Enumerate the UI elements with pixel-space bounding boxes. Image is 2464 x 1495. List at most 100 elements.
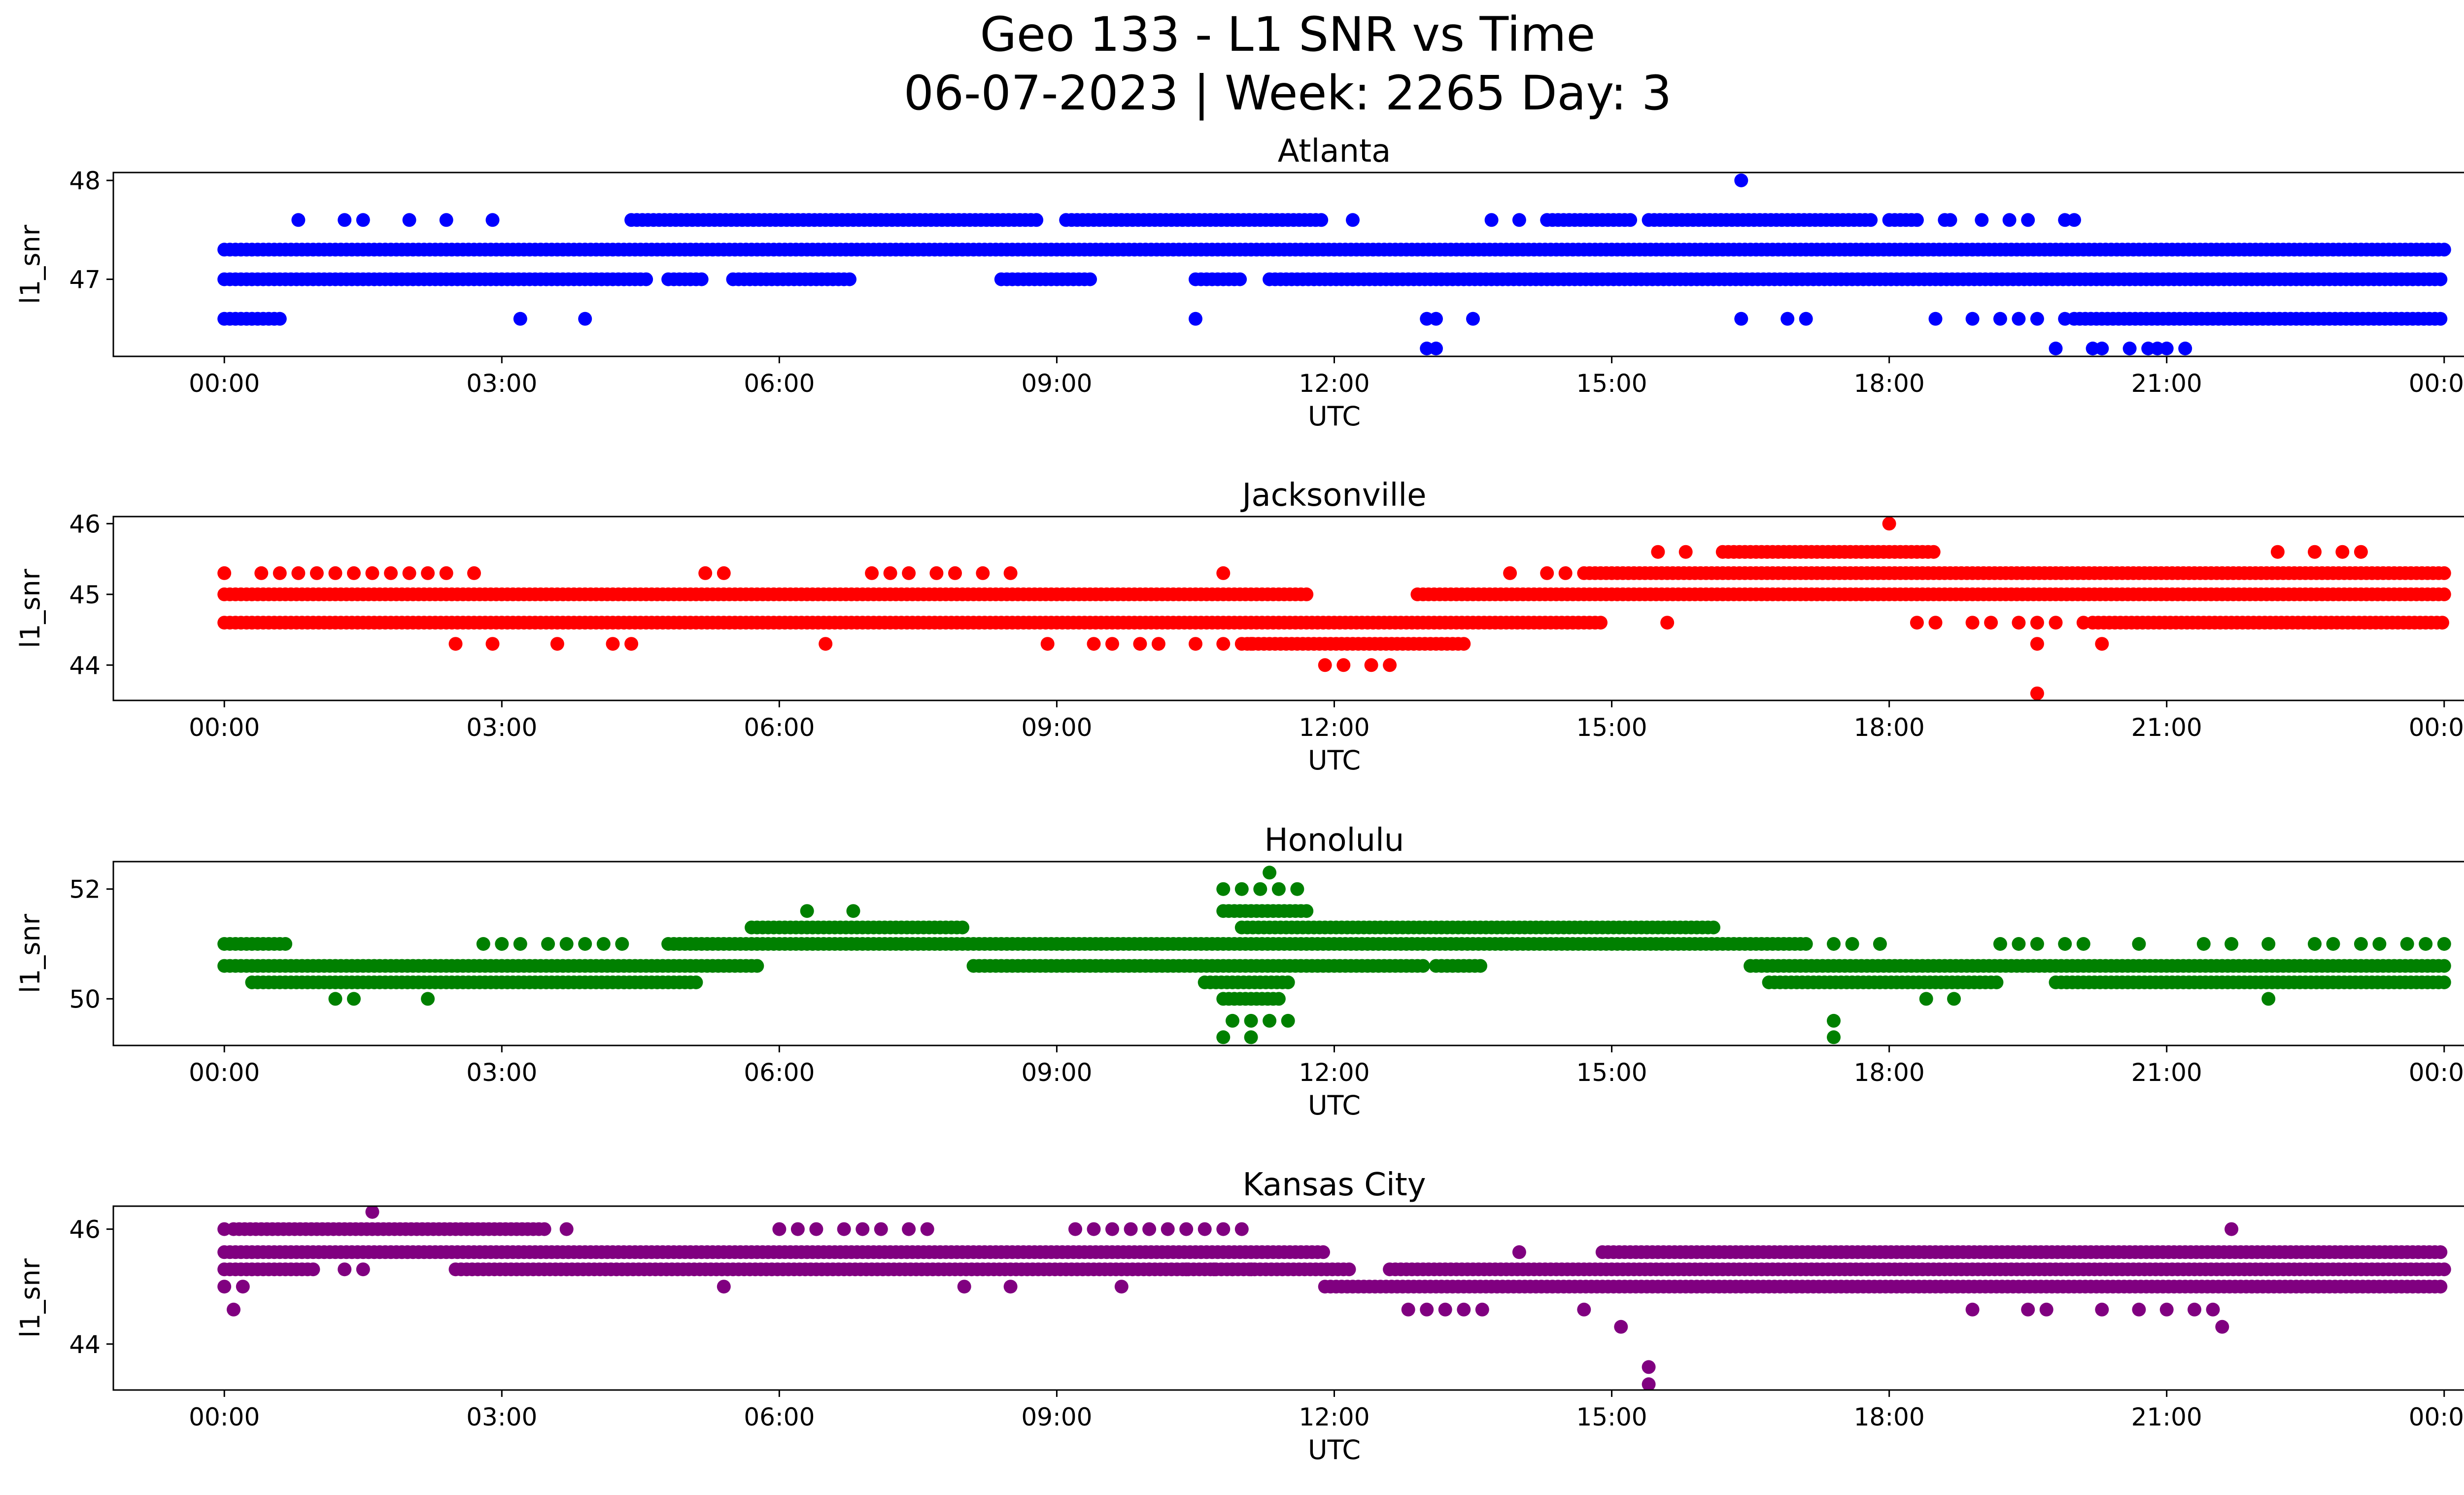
data-point [328,992,342,1006]
x-tick-label: 18:00 [1854,1403,1925,1431]
data-point [2354,545,2368,559]
data-point [2419,937,2433,951]
data-point [1919,992,1933,1006]
data-point [1336,658,1351,672]
subplot-title-kansas-city: Kansas City [1242,1167,1426,1203]
data-point [1943,213,1957,227]
data-point [1290,882,1304,896]
data-point [624,637,639,651]
data-point [365,1206,379,1219]
data-point [448,637,463,651]
data-point [1271,882,1286,896]
data-point [1179,1222,1194,1236]
data-point [1484,213,1499,227]
data-point [2196,937,2211,951]
x-tick-label: 15:00 [1576,1058,1647,1087]
data-point [1189,637,1202,651]
data-point [2178,342,2192,355]
data-point [1253,882,1267,896]
x-tick-label: 00:00 [189,1403,260,1431]
data-point [1142,1222,1157,1236]
subplot-kansas-city: Kansas City 00:00 03:00 06:00 09:00 12:00 15:0… [15,1167,2464,1465]
x-tick-label: 18:00 [1854,369,1925,398]
data-point [578,937,592,951]
y-tick-label: 47 [69,266,101,294]
x-tick-label: 06:00 [744,1403,815,1431]
data-point [291,566,306,580]
data-point [1346,213,1360,227]
data-point [1244,1013,1258,1028]
data-point [384,566,398,580]
data-point [1827,1030,1841,1044]
data-point [1420,1302,1434,1317]
data-point [2039,1302,2053,1317]
x-tick-label: 12:00 [1299,1058,1369,1087]
data-point [1263,866,1277,880]
data-point [2132,937,2146,951]
x-tick-label: 09:00 [1021,1058,1092,1087]
x-tick-label: 12:00 [1299,713,1369,742]
data-point [1965,312,1980,326]
y-tick-label: 50 [69,985,101,1013]
subplot-jacksonville: Jacksonville 00:00 03:00 06:00 09:00 12:00 15:… [15,477,2464,776]
data-point [2076,937,2090,951]
data-point [2095,342,2109,355]
data-point [2030,637,2044,651]
data-point [2437,587,2451,601]
data-point [1179,1262,1194,1277]
data-point [2049,616,2063,630]
subplots-group: Atlanta 00:00 03:00 06:00 09:00 12:00 15:00 18:… [15,133,2464,1465]
data-point [2021,213,2035,227]
data-point [2132,1302,2146,1317]
data-point [1993,312,2007,326]
data-point [2400,937,2414,951]
data-point [439,566,453,580]
data-point [2012,312,2026,326]
data-point [2437,566,2451,580]
data-point [1234,882,1249,896]
data-point [1577,1302,1591,1317]
data-point [1651,545,1665,559]
data-point [1965,1302,1980,1317]
data-point [338,213,352,227]
data-point [846,904,860,918]
data-point [902,566,916,580]
data-point [1029,213,1044,227]
data-point [1244,1030,1258,1044]
figure-title-line-1: Geo 133 - L1 SNR vs Time [980,7,1596,62]
data-point [2076,616,2090,630]
data-point [639,272,653,286]
data-point [338,1262,352,1277]
data-point [1734,312,1748,326]
data-point [356,213,370,227]
subplot-title-honolulu: Honolulu [1265,822,1404,859]
data-point [1827,937,1841,951]
data-point [957,1280,971,1294]
data-point [1558,566,1573,580]
data-point [2437,975,2451,989]
x-tick-label: 06:00 [744,1058,815,1087]
data-points-kansas-city [217,1206,2451,1390]
x-axis-label-honolulu: UTC [1308,1090,1361,1121]
data-point [467,566,481,580]
data-point [902,1222,916,1236]
data-point [2433,1245,2448,1259]
data-point [1216,566,1231,580]
data-point [402,213,416,227]
data-point [1512,1245,1526,1259]
data-point [2437,959,2451,973]
data-point [306,1262,320,1277]
subplot-title-jacksonville: Jacksonville [1240,477,1427,514]
data-point [1314,213,1329,227]
x-tick-label: 21:00 [2131,1403,2202,1431]
x-tick-label: 00:00 [2409,369,2464,398]
data-point [328,566,342,580]
data-point [772,1222,787,1236]
data-point [1707,920,1720,935]
x-axis-label-jacksonville: UTC [1308,745,1361,776]
data-point [1642,1360,1656,1374]
data-point [476,937,490,951]
data-point [1114,1280,1129,1294]
data-point [495,937,509,951]
data-point [2021,1302,2035,1317]
